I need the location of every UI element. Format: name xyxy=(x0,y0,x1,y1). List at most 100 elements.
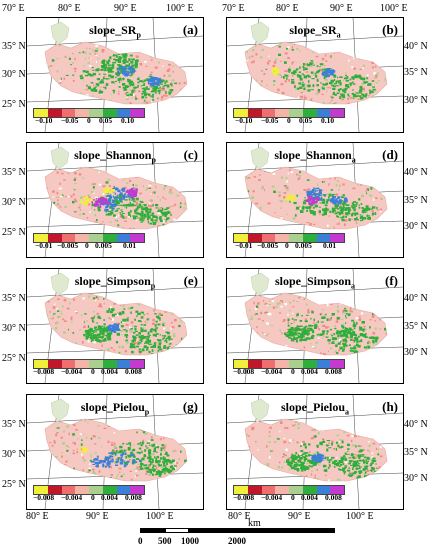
trend-pixel xyxy=(295,468,299,470)
trend-pixel xyxy=(83,196,86,198)
trend-pixel xyxy=(340,217,344,219)
trend-pixel xyxy=(183,172,186,174)
trend-pixel xyxy=(305,475,308,477)
trend-mosaic xyxy=(245,293,387,355)
trend-pixel xyxy=(99,89,101,91)
trend-pixel xyxy=(300,450,304,452)
trend-pixel xyxy=(52,345,54,348)
trend-pixel xyxy=(366,177,369,179)
trend-pixel xyxy=(273,72,277,76)
trend-pixel xyxy=(288,79,290,82)
trend-pixel xyxy=(295,68,299,71)
trend-pixel xyxy=(316,71,318,73)
trend-pixel xyxy=(159,319,161,321)
trend-pixel xyxy=(331,97,334,99)
trend-pixel xyxy=(161,461,164,463)
trend-pixel xyxy=(127,85,130,88)
right-lat-label: 35° N xyxy=(404,447,428,458)
trend-pixel xyxy=(181,64,184,67)
trend-pixel xyxy=(101,344,103,347)
trend-pixel xyxy=(319,455,322,458)
trend-pixel xyxy=(351,353,354,355)
trend-pixel xyxy=(112,451,117,454)
trend-pixel xyxy=(116,73,120,77)
legend-swatch xyxy=(102,486,117,494)
trend-pixel xyxy=(291,81,295,84)
trend-pixel xyxy=(174,422,177,425)
map-panel-g: slope_Pieloup (g) −0.008 −0.004 0 0.004 … xyxy=(26,394,204,510)
trend-pixel xyxy=(115,453,117,456)
trend-pixel xyxy=(132,345,136,348)
trend-pixel xyxy=(277,466,280,469)
trend-pixel xyxy=(167,227,170,229)
trend-pixel xyxy=(130,60,134,64)
trend-pixel xyxy=(110,477,112,479)
trend-pixel xyxy=(139,200,143,203)
trend-pixel xyxy=(119,66,122,69)
trend-pixel xyxy=(167,335,171,339)
trend-pixel xyxy=(75,347,77,350)
trend-pixel xyxy=(100,79,104,81)
trend-pixel xyxy=(332,341,335,343)
trend-pixel xyxy=(348,457,352,459)
trend-pixel xyxy=(371,207,373,210)
trend-pixel xyxy=(162,462,166,465)
trend-pixel xyxy=(133,91,136,93)
trend-pixel xyxy=(92,464,95,465)
trend-pixel xyxy=(142,207,146,211)
trend-pixel xyxy=(318,210,321,213)
trend-pixel xyxy=(168,68,171,71)
trend-pixel xyxy=(353,204,355,207)
trend-pixel xyxy=(108,64,112,66)
trend-pixel xyxy=(47,334,49,337)
trend-pixel xyxy=(326,70,329,73)
trend-pixel xyxy=(93,334,97,337)
trend-pixel xyxy=(284,303,288,306)
trend-pixel xyxy=(298,335,303,338)
trend-pixel xyxy=(371,462,374,464)
trend-pixel xyxy=(381,226,384,229)
trend-pixel xyxy=(67,328,70,331)
trend-pixel xyxy=(273,70,275,73)
trend-pixel xyxy=(353,201,356,203)
trend-pixel xyxy=(350,347,354,350)
trend-pixel xyxy=(375,447,377,450)
trend-pixel xyxy=(150,218,154,222)
trend-pixel xyxy=(152,468,156,471)
trend-pixel xyxy=(181,63,184,66)
trend-pixel xyxy=(375,463,377,465)
trend-pixel xyxy=(326,68,330,70)
trend-pixel xyxy=(371,456,374,459)
trend-pixel xyxy=(82,177,84,179)
trend-pixel xyxy=(302,440,305,444)
trend-pixel xyxy=(124,220,127,222)
trend-pixel xyxy=(362,217,367,220)
trend-pixel xyxy=(92,103,96,104)
trend-pixel xyxy=(344,457,346,459)
trend-pixel xyxy=(94,458,97,461)
trend-pixel xyxy=(148,350,151,354)
trend-pixel xyxy=(105,181,109,184)
trend-pixel xyxy=(338,200,342,204)
trend-pixel xyxy=(319,202,322,204)
trend-pixel xyxy=(293,350,297,353)
trend-pixel xyxy=(328,479,330,481)
trend-pixel xyxy=(125,190,129,193)
trend-pixel xyxy=(163,335,167,337)
trend-pixel xyxy=(384,312,386,315)
trend-pixel xyxy=(118,194,121,197)
trend-pixel xyxy=(371,297,373,300)
trend-pixel xyxy=(183,429,186,432)
trend-pixel xyxy=(334,460,338,463)
trend-pixel xyxy=(371,61,374,64)
trend-pixel xyxy=(356,476,358,480)
trend-pixel xyxy=(174,465,177,467)
trend-pixel xyxy=(166,180,169,183)
trend-pixel xyxy=(299,458,302,461)
trend-pixel xyxy=(314,324,318,327)
trend-pixel xyxy=(299,75,302,79)
trend-pixel xyxy=(295,87,298,91)
trend-pixel xyxy=(291,75,294,77)
trend-pixel xyxy=(338,189,340,191)
trend-pixel xyxy=(174,352,176,355)
